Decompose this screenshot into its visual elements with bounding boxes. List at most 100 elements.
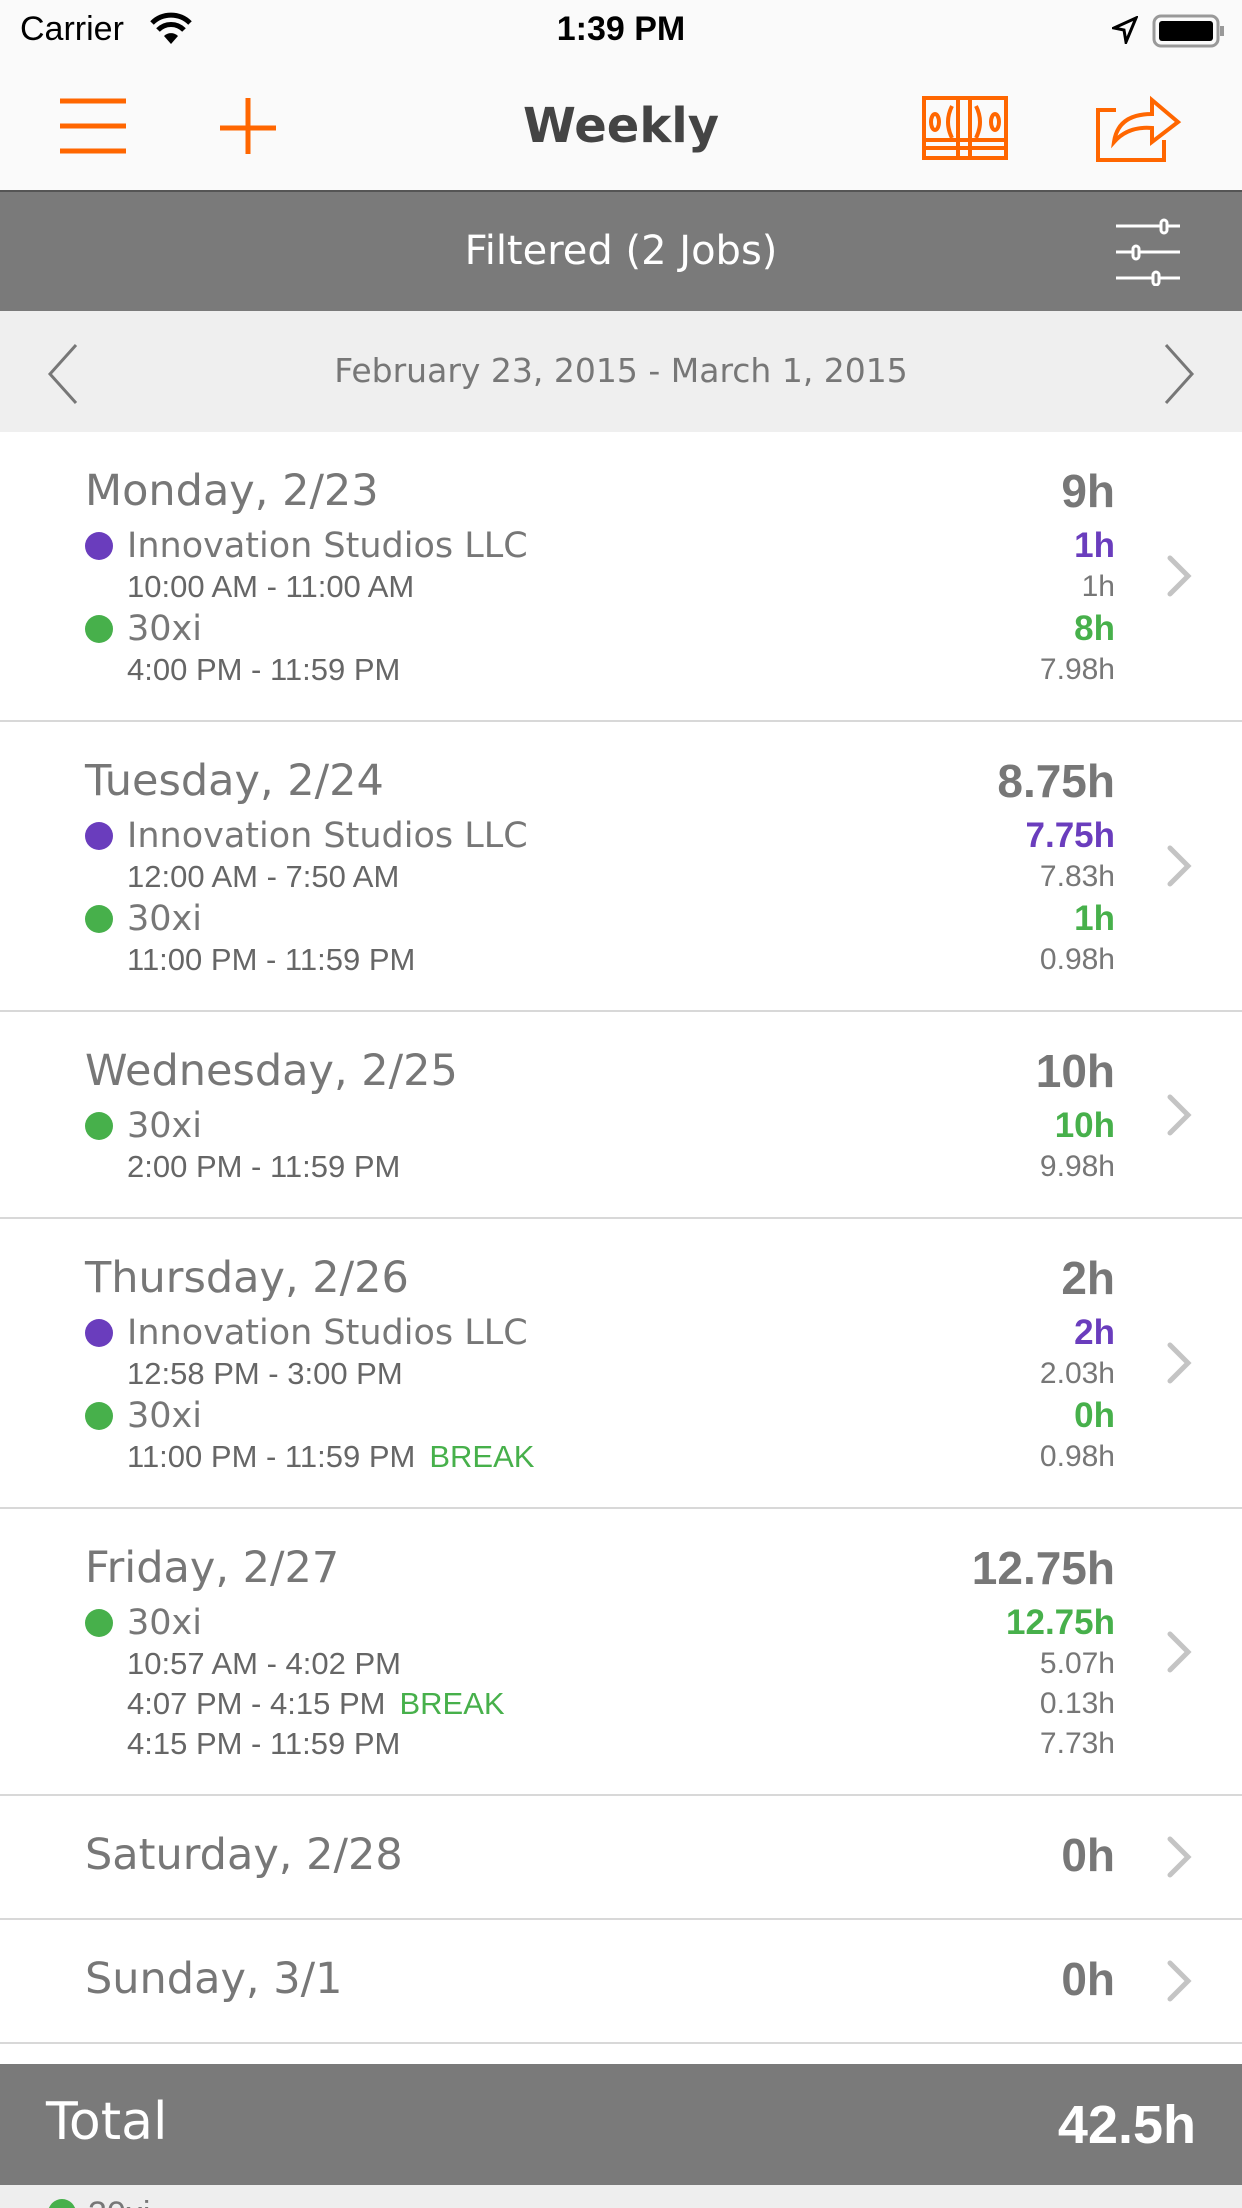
filter-label: Filtered (2 Jobs) bbox=[464, 228, 778, 274]
clock: 1:39 PM bbox=[556, 10, 686, 48]
entry-info: 10:57 AM - 4:02 PM bbox=[85, 1646, 401, 1682]
page-title: Weekly bbox=[522, 98, 719, 154]
entry-info: 12:00 AM - 7:50 AM bbox=[85, 859, 399, 895]
entry-time: 4:07 PM - 4:15 PM bbox=[127, 1686, 386, 1721]
entry-duration: 0.98h bbox=[1039, 943, 1115, 976]
break-label: BREAK bbox=[429, 1439, 535, 1474]
time-entry: 12:00 AM - 7:50 AM 7.83h bbox=[0, 857, 1242, 897]
chevron-right-icon[interactable] bbox=[1166, 1341, 1192, 1385]
sliders-icon[interactable] bbox=[1114, 218, 1182, 286]
time-entry: 10:57 AM - 4:02 PM 5.07h bbox=[0, 1644, 1242, 1684]
day-header: Monday, 2/23 9h bbox=[0, 458, 1242, 524]
job-hours: 1h bbox=[1074, 898, 1115, 938]
entry-info: 10:00 AM - 11:00 AM bbox=[85, 569, 414, 605]
time-entry: 2:00 PM - 11:59 PM 9.98h bbox=[0, 1147, 1242, 1187]
entry-duration: 7.73h bbox=[1039, 1727, 1115, 1760]
day-header: Thursday, 2/26 2h bbox=[0, 1245, 1242, 1311]
entry-info: 4:07 PM - 4:15 PM BREAK bbox=[85, 1686, 505, 1722]
entry-time: 12:00 AM - 7:50 AM bbox=[127, 859, 400, 894]
day-list: Monday, 2/23 9h Innovation Studios LLC 1h 10… bbox=[0, 432, 1242, 2044]
money-icon[interactable] bbox=[922, 96, 1008, 160]
chevron-right-icon[interactable] bbox=[1166, 1093, 1192, 1137]
day-row[interactable]: Thursday, 2/26 2h Innovation Studios LLC 2h… bbox=[0, 1219, 1242, 1509]
job-hours: 0h bbox=[1074, 1395, 1115, 1435]
job-line: 30xi 8h bbox=[0, 607, 1242, 650]
job-name: Innovation Studios LLC bbox=[127, 1312, 528, 1353]
entry-time: 2:00 PM - 11:59 PM bbox=[127, 1149, 401, 1184]
job-name: 30xi bbox=[127, 1395, 202, 1436]
job-info: 30xi bbox=[85, 1106, 202, 1146]
chevron-right-icon[interactable] bbox=[1166, 1835, 1192, 1879]
job-info: 30xi bbox=[85, 1603, 202, 1643]
job-color-dot bbox=[85, 904, 113, 933]
job-hours: 8h bbox=[1074, 608, 1115, 648]
day-total-hours: 0h bbox=[1061, 1953, 1115, 2005]
job-name: 30xi bbox=[127, 1602, 202, 1643]
entry-time: 4:15 PM - 11:59 PM bbox=[127, 1726, 401, 1761]
job-info: 30xi bbox=[85, 609, 202, 649]
day-row[interactable]: Tuesday, 2/24 8.75h Innovation Studios LLC… bbox=[0, 722, 1242, 1012]
chevron-right-icon[interactable] bbox=[1166, 554, 1192, 598]
entry-info: 2:00 PM - 11:59 PM bbox=[85, 1149, 400, 1185]
job-hours: 7.75h bbox=[1025, 815, 1116, 855]
job-line: 30xi 10h bbox=[0, 1104, 1242, 1147]
entry-duration: 9.98h bbox=[1039, 1150, 1115, 1183]
day-header: Saturday, 2/28 0h bbox=[0, 1822, 1242, 1888]
day-header: Wednesday, 2/25 10h bbox=[0, 1038, 1242, 1104]
job-color-dot bbox=[48, 2199, 76, 2208]
job-color-dot bbox=[85, 1401, 113, 1430]
day-row[interactable]: Saturday, 2/28 0h bbox=[0, 1796, 1242, 1920]
job-line: 30xi 12.75h bbox=[0, 1601, 1242, 1644]
entry-duration: 5.07h bbox=[1039, 1647, 1115, 1680]
menu-icon[interactable] bbox=[58, 98, 128, 154]
day-header: Tuesday, 2/24 8.75h bbox=[0, 748, 1242, 814]
break-label: BREAK bbox=[399, 1686, 505, 1721]
entry-time: 10:00 AM - 11:00 AM bbox=[127, 569, 415, 604]
entry-info: 4:00 PM - 11:59 PM bbox=[85, 652, 400, 688]
job-info: 30xi bbox=[85, 1396, 202, 1436]
day-total-hours: 10h bbox=[1035, 1045, 1115, 1097]
job-hours: 1h bbox=[1074, 525, 1115, 565]
chevron-left-icon[interactable] bbox=[46, 343, 80, 405]
job-color-dot bbox=[85, 1111, 113, 1140]
job-name: Innovation Studios LLC bbox=[127, 525, 528, 566]
entry-time: 11:00 PM - 11:59 PM bbox=[127, 942, 416, 977]
day-title: Sunday, 3/1 bbox=[85, 1954, 343, 2004]
day-title: Tuesday, 2/24 bbox=[85, 756, 384, 806]
wifi-icon bbox=[150, 12, 192, 44]
job-legend: 30xi bbox=[0, 2185, 1242, 2208]
entry-time: 12:58 PM - 3:00 PM bbox=[127, 1356, 403, 1391]
job-color-dot bbox=[85, 821, 113, 850]
day-header: Sunday, 3/1 0h bbox=[0, 1946, 1242, 2012]
total-bar: Total 42.5h bbox=[0, 2064, 1242, 2185]
day-total-hours: 0h bbox=[1061, 1829, 1115, 1881]
time-entry: 4:07 PM - 4:15 PM BREAK 0.13h bbox=[0, 1684, 1242, 1724]
job-color-dot bbox=[85, 1318, 113, 1347]
job-line: 30xi 1h bbox=[0, 897, 1242, 940]
entry-time: 11:00 PM - 11:59 PM bbox=[127, 1439, 416, 1474]
day-title: Saturday, 2/28 bbox=[85, 1830, 403, 1880]
filter-bar[interactable]: Filtered (2 Jobs) bbox=[0, 192, 1242, 311]
day-row[interactable]: Friday, 2/27 12.75h 30xi 12.75h 10:57 AM - 4… bbox=[0, 1509, 1242, 1796]
chevron-right-icon[interactable] bbox=[1166, 1959, 1192, 2003]
entry-info: 11:00 PM - 11:59 PM bbox=[85, 942, 415, 978]
date-range-bar: February 23, 2015 - March 1, 2015 bbox=[0, 311, 1242, 432]
job-info: 30xi bbox=[85, 899, 202, 939]
job-hours: 12.75h bbox=[1006, 1602, 1115, 1642]
total-value: 42.5h bbox=[1057, 2095, 1196, 2155]
chevron-right-icon[interactable] bbox=[1166, 844, 1192, 888]
day-row[interactable]: Monday, 2/23 9h Innovation Studios LLC 1h 10… bbox=[0, 432, 1242, 722]
job-name: 30xi bbox=[127, 898, 202, 939]
day-row[interactable]: Sunday, 3/1 0h bbox=[0, 1920, 1242, 2044]
entry-time: 10:57 AM - 4:02 PM bbox=[127, 1646, 401, 1681]
chevron-right-icon[interactable] bbox=[1162, 343, 1196, 405]
plus-icon[interactable] bbox=[220, 98, 276, 154]
battery-icon bbox=[1152, 14, 1224, 48]
day-total-hours: 2h bbox=[1061, 1252, 1115, 1304]
chevron-right-icon[interactable] bbox=[1166, 1630, 1192, 1674]
job-name: Innovation Studios LLC bbox=[127, 815, 528, 856]
share-icon[interactable] bbox=[1096, 90, 1182, 162]
day-row[interactable]: Wednesday, 2/25 10h 30xi 10h 2:00 PM - 11:59… bbox=[0, 1012, 1242, 1219]
time-entry: 12:58 PM - 3:00 PM 2.03h bbox=[0, 1354, 1242, 1394]
job-hours: 2h bbox=[1074, 1312, 1115, 1352]
